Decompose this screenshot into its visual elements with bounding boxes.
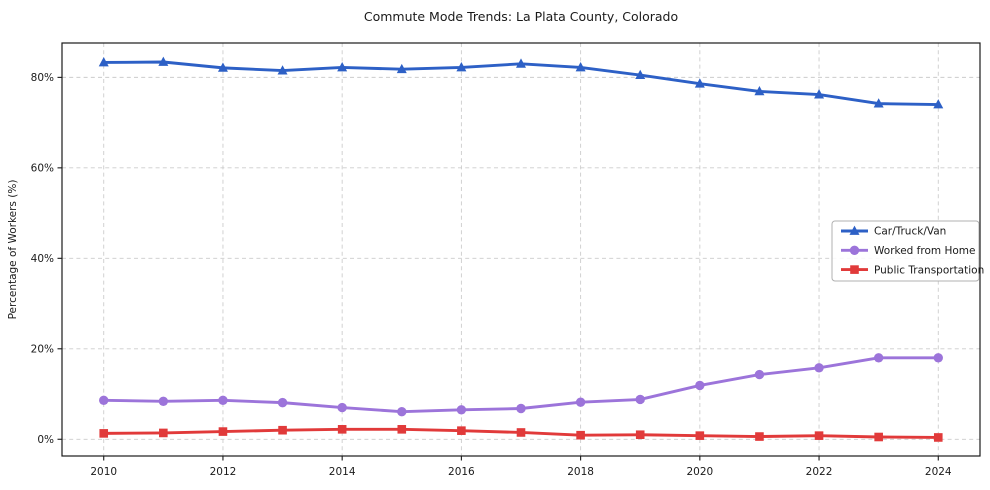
data-point-worked-from-home-2011 — [158, 396, 169, 406]
data-point-car-truck-van-2017 — [516, 58, 526, 68]
data-point-public-transportation-2019 — [635, 430, 645, 440]
data-point-public-transportation-2015 — [397, 425, 407, 434]
data-point-car-truck-van-2024 — [933, 99, 944, 109]
x-tick-label: 2010 — [90, 466, 117, 478]
legend: Car/Truck/Van Worked from Home Public Tran… — [831, 220, 984, 282]
data-point-worked-from-home-2014 — [337, 402, 347, 413]
data-point-public-transportation-2018 — [576, 430, 585, 440]
series-line-car-truck-van — [102, 60, 940, 106]
series-layer — [98, 56, 944, 442]
data-point-worked-from-home-2022 — [814, 363, 824, 373]
legend-label: Car/Truck/Van — [874, 226, 946, 238]
data-point-public-transportation-2014 — [337, 425, 347, 434]
data-point-public-transportation-2024 — [933, 433, 943, 442]
tick-layer: 2010 2012 2014 2016 2018 2020 2022 2024 0% 20% 40%… — [31, 72, 952, 478]
data-point-worked-from-home-2023 — [873, 353, 884, 363]
data-point-car-truck-van-2021 — [754, 86, 765, 96]
series-line-worked-from-home — [102, 356, 940, 414]
data-point-car-truck-van-2011 — [158, 56, 169, 66]
y-tick-label: 0% — [37, 434, 54, 446]
legend-marker-circle-icon — [849, 245, 860, 255]
legend-box — [831, 220, 980, 282]
legend-label: Worked from Home — [874, 245, 975, 257]
data-point-car-truck-van-2015 — [396, 63, 407, 74]
data-point-public-transportation-2011 — [159, 428, 168, 438]
data-point-car-truck-van-2018 — [575, 62, 586, 72]
data-point-public-transportation-2021 — [755, 432, 764, 441]
legend-marker-triangle-icon — [849, 225, 860, 235]
legend-marker-square-icon — [850, 265, 859, 274]
data-point-public-transportation-2013 — [278, 425, 287, 435]
y-tick-label: 60% — [31, 163, 54, 175]
data-point-car-truck-van-2023 — [873, 98, 884, 108]
data-point-car-truck-van-2019 — [635, 69, 646, 80]
data-point-car-truck-van-2016 — [456, 62, 467, 72]
data-point-worked-from-home-2024 — [933, 353, 943, 363]
data-point-car-truck-van-2020 — [694, 78, 705, 88]
y-tick-label: 20% — [31, 343, 54, 355]
data-point-worked-from-home-2013 — [277, 397, 288, 408]
x-tick-label: 2020 — [686, 466, 713, 478]
x-tick-label: 2012 — [210, 466, 237, 478]
data-point-worked-from-home-2012 — [218, 395, 228, 406]
data-point-worked-from-home-2020 — [695, 380, 705, 391]
data-point-car-truck-van-2010 — [98, 57, 109, 67]
data-point-public-transportation-2012 — [218, 427, 228, 436]
data-point-worked-from-home-2010 — [99, 395, 109, 406]
data-point-public-transportation-2017 — [516, 428, 526, 437]
x-tick-label: 2018 — [567, 466, 594, 478]
legend-item-car-truck-van: Car/Truck/Van — [841, 225, 946, 238]
data-point-car-truck-van-2022 — [814, 89, 825, 99]
data-point-car-truck-van-2014 — [337, 62, 348, 72]
x-tick-label: 2022 — [806, 466, 833, 478]
y-axis-label: Percentage of Workers (%) — [7, 180, 19, 320]
x-tick-label: 2016 — [448, 466, 475, 478]
y-tick-label: 40% — [31, 253, 54, 265]
grid-layer — [62, 43, 980, 456]
data-point-worked-from-home-2015 — [397, 406, 407, 417]
x-tick-label: 2014 — [329, 466, 356, 478]
data-point-car-truck-van-2013 — [277, 65, 288, 75]
data-point-worked-from-home-2019 — [635, 394, 645, 405]
x-tick-label: 2024 — [925, 466, 952, 478]
legend-item-public-transportation: Public Transportation — [841, 264, 984, 276]
data-point-worked-from-home-2021 — [754, 369, 765, 380]
legend-label: Public Transportation — [874, 264, 984, 276]
data-point-worked-from-home-2018 — [575, 397, 586, 407]
data-point-public-transportation-2016 — [457, 426, 466, 435]
data-point-worked-from-home-2016 — [456, 405, 467, 415]
chart-title: Commute Mode Trends: La Plata County, Co… — [364, 9, 678, 24]
data-point-car-truck-van-2012 — [217, 62, 228, 72]
legend-item-worked-from-home: Worked from Home — [841, 245, 975, 257]
data-point-public-transportation-2010 — [99, 429, 109, 438]
data-point-public-transportation-2023 — [874, 432, 883, 442]
data-point-public-transportation-2020 — [695, 431, 705, 440]
y-tick-label: 80% — [31, 72, 54, 84]
plot-border — [61, 42, 981, 457]
data-point-public-transportation-2022 — [814, 431, 824, 440]
data-point-worked-from-home-2017 — [516, 403, 526, 414]
